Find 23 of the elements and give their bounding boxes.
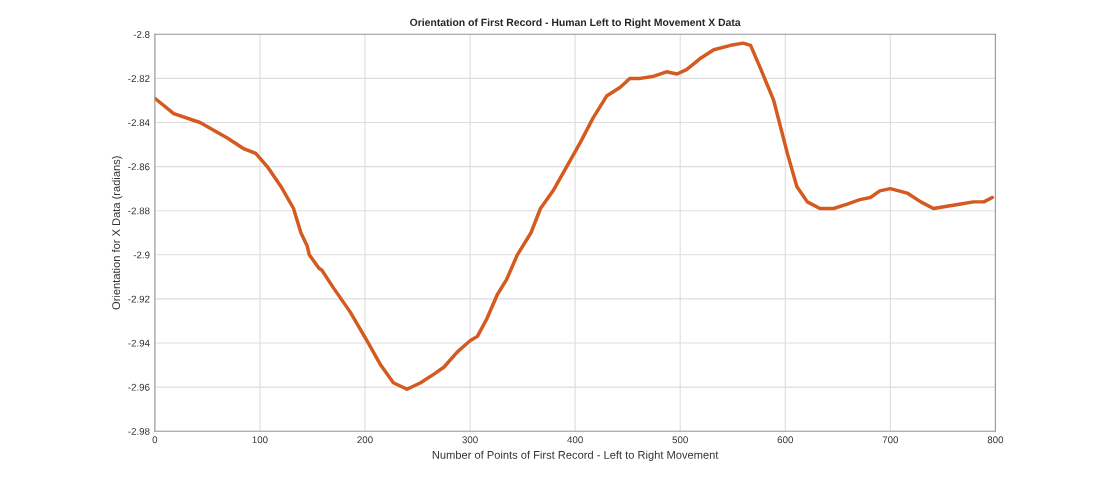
x-tick-label: 0 [152, 436, 158, 444]
x-tick-label: 100 [252, 436, 268, 444]
y-tick-label: -2.88 [128, 207, 150, 215]
line-series [154, 41, 994, 392]
x-tick-label: 500 [672, 436, 688, 444]
y-tick-label: -2.9 [133, 251, 150, 259]
x-tick-label: 700 [882, 436, 899, 444]
y-tick-label: -2.84 [128, 119, 150, 127]
y-tick-label: -2.96 [128, 383, 150, 391]
x-tick-label: 600 [777, 436, 793, 444]
y-tick-label: -2.86 [128, 163, 150, 171]
y-tick-label: -2.92 [128, 295, 150, 303]
y-tick-label: -2.98 [128, 427, 150, 435]
x-tick-label: 800 [987, 436, 1004, 444]
y-tick-label: -2.82 [128, 75, 150, 83]
x-tick-label: 300 [462, 436, 478, 444]
y-axis-title: Orientation for X Data (radians) [111, 156, 123, 310]
chart-title: Orientation of First Record - Human Left to Right Movement X Data [410, 18, 741, 29]
x-tick-label: 400 [567, 436, 583, 444]
x-tick-label: 200 [357, 436, 373, 444]
x-axis-title: Number of Points of First Record - Left to Right Movement [432, 450, 719, 462]
y-tick-label: -2.8 [133, 31, 150, 38]
y-tick-label: -2.94 [128, 339, 150, 347]
